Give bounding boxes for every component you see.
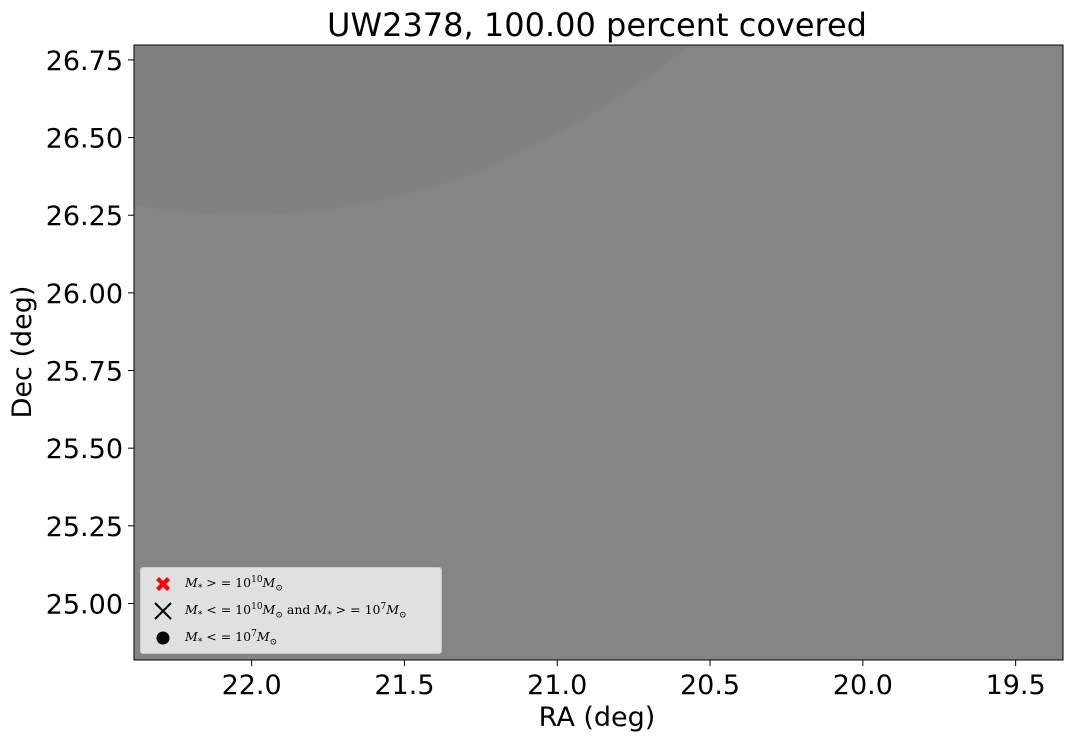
plot-frame bbox=[133, 44, 1064, 661]
legend-entry-low-mass: M* < = 107M⊙ bbox=[141, 628, 277, 648]
legend-entry-high-mass: M* > = 1010M⊙ bbox=[141, 574, 283, 594]
y-tick-label: 25.00 bbox=[46, 589, 123, 620]
legend-label-high-mass: M* > = 1010M⊙ bbox=[185, 574, 283, 594]
y-tick-label: 26.00 bbox=[46, 279, 123, 310]
x-tick-label: 20.0 bbox=[833, 670, 893, 701]
y-tick-label: 26.50 bbox=[46, 124, 123, 155]
y-tick-label: 26.25 bbox=[46, 201, 123, 232]
red-filled-x-marker-icon bbox=[141, 574, 185, 594]
x-axis-label: RA (deg) bbox=[539, 702, 656, 733]
legend-entry-mid-mass: M* < = 1010M⊙ and M* > = 107M⊙ bbox=[141, 601, 407, 621]
y-tick-label: 25.75 bbox=[46, 357, 123, 388]
y-axis-label: Dec (deg) bbox=[7, 286, 38, 419]
legend: M* > = 1010M⊙ M* < = 1010M⊙ and M* > = 1… bbox=[140, 567, 442, 654]
y-tick-label: 25.25 bbox=[46, 512, 123, 543]
x-tick-label: 21.0 bbox=[527, 670, 587, 701]
x-axis-ticks: 22.0 21.5 21.0 20.5 20.0 19.5 bbox=[222, 660, 1046, 701]
x-tick-label: 20.5 bbox=[680, 670, 740, 701]
legend-label-low-mass: M* < = 107M⊙ bbox=[185, 628, 278, 648]
coverage-region bbox=[134, 45, 1063, 660]
legend-label-mid-mass: M* < = 1010M⊙ and M* > = 107M⊙ bbox=[185, 601, 407, 621]
chart-title: UW2378, 100.00 percent covered bbox=[327, 6, 867, 44]
y-tick-label: 26.75 bbox=[46, 46, 123, 77]
y-tick-label: 25.50 bbox=[46, 434, 123, 465]
black-x-marker-icon bbox=[141, 601, 185, 621]
x-tick-label: 21.5 bbox=[374, 670, 434, 701]
black-dot-marker-icon bbox=[141, 628, 185, 648]
x-tick-label: 19.5 bbox=[986, 670, 1046, 701]
x-tick-label: 22.0 bbox=[222, 670, 282, 701]
y-axis-ticks: 25.00 25.25 25.50 25.75 26.00 26.25 26.50 26.75 bbox=[46, 46, 134, 620]
